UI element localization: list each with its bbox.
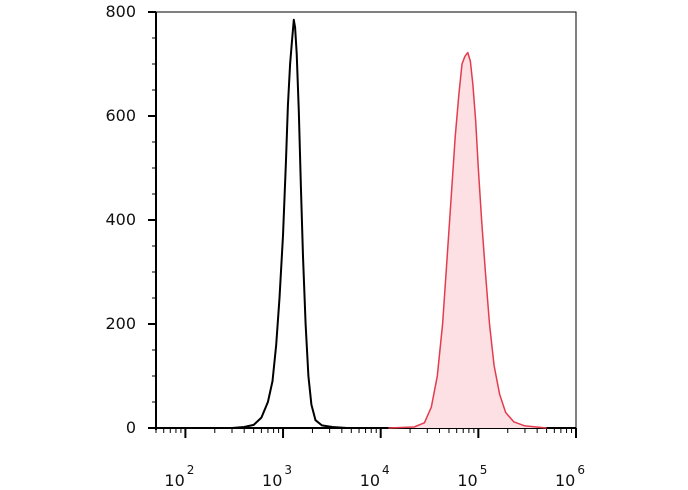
series-layer bbox=[231, 18, 547, 429]
x-tick-base: 10 bbox=[164, 471, 184, 490]
series-1-line bbox=[388, 51, 547, 429]
x-tick-label: 102 bbox=[164, 463, 194, 490]
x-tick-base: 10 bbox=[555, 471, 575, 490]
y-tick-label: 200 bbox=[105, 314, 136, 333]
x-tick-label: 105 bbox=[457, 463, 487, 490]
x-tick-label: 106 bbox=[555, 463, 585, 490]
x-tick-label: 104 bbox=[360, 463, 390, 490]
y-tick-label: 400 bbox=[105, 210, 136, 229]
x-tick-exponent: 3 bbox=[284, 463, 292, 477]
x-tick-exponent: 4 bbox=[382, 463, 390, 477]
x-tick-base: 10 bbox=[262, 471, 282, 490]
y-tick-label: 800 bbox=[105, 2, 136, 21]
x-tick-base: 10 bbox=[360, 471, 380, 490]
x-tick-exponent: 5 bbox=[480, 463, 488, 477]
series-0-line bbox=[231, 18, 347, 429]
y-tick-label: 0 bbox=[126, 418, 136, 437]
y-axis: 0 200 400 600 800 bbox=[105, 2, 157, 437]
plot-frame bbox=[155, 11, 577, 429]
x-tick-exponent: 6 bbox=[577, 463, 585, 477]
x-tick-base: 10 bbox=[457, 471, 477, 490]
series-1-fill bbox=[388, 52, 547, 428]
y-tick-label: 600 bbox=[105, 106, 136, 125]
x-tick-label: 103 bbox=[262, 463, 292, 490]
x-tick-exponent: 2 bbox=[187, 463, 195, 477]
